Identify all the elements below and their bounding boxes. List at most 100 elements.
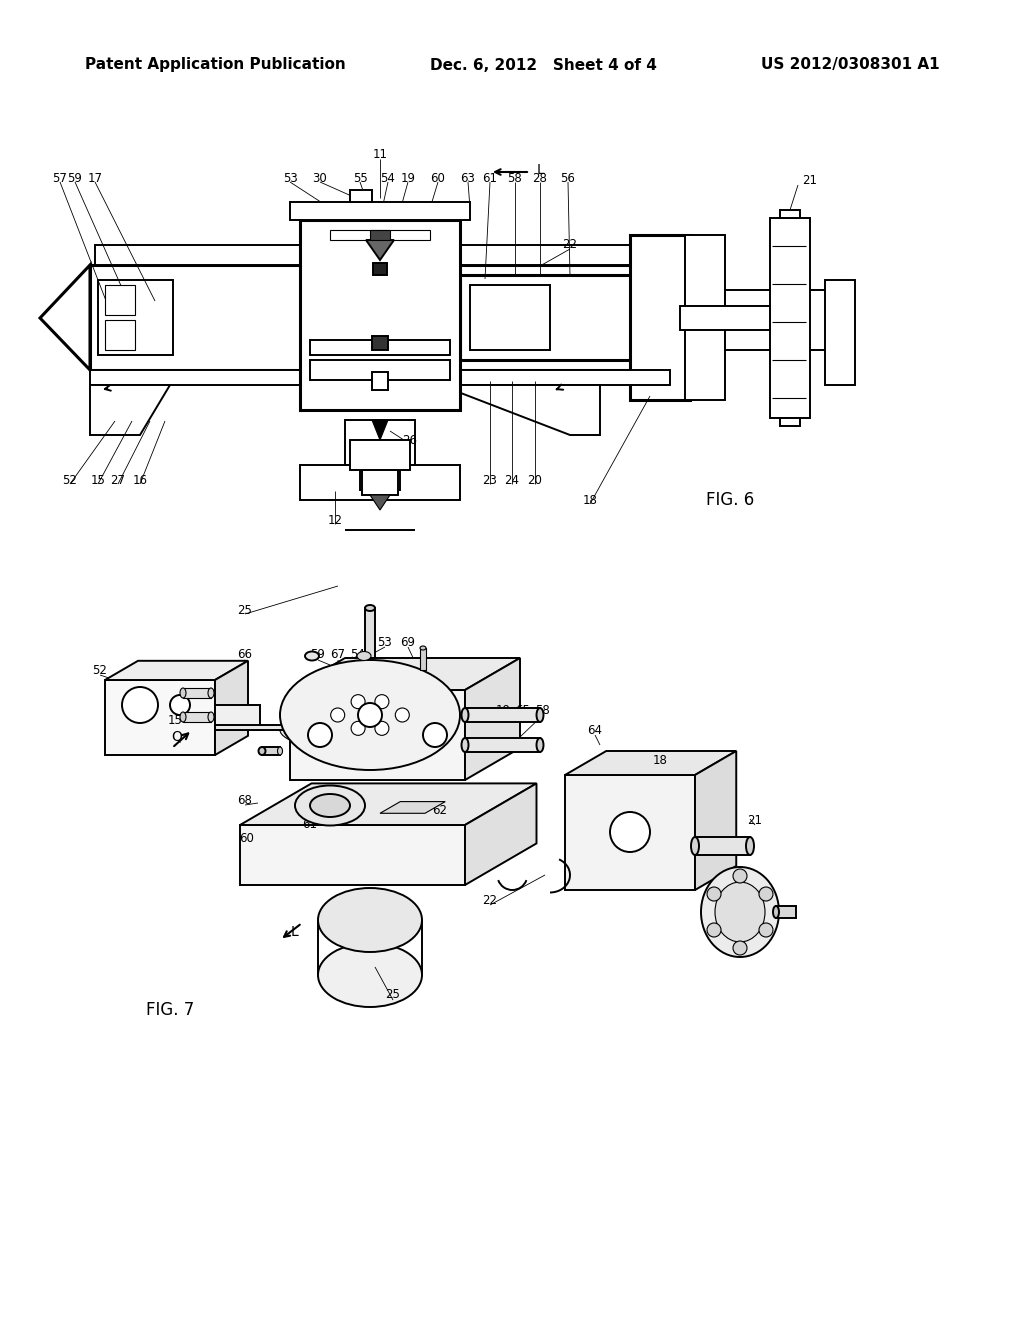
Text: 59: 59 [68, 172, 83, 185]
Polygon shape [370, 495, 390, 510]
Polygon shape [695, 751, 736, 890]
Text: 18: 18 [652, 754, 668, 767]
Ellipse shape [701, 867, 779, 957]
Text: 60: 60 [240, 832, 254, 845]
Bar [470, 285, 550, 350]
Ellipse shape [295, 785, 365, 825]
Ellipse shape [365, 605, 375, 611]
Ellipse shape [310, 795, 350, 817]
Text: 12: 12 [328, 513, 342, 527]
Circle shape [733, 941, 746, 954]
Circle shape [308, 723, 332, 747]
Bar [373, 263, 387, 275]
Bar [685, 235, 725, 400]
Text: 30: 30 [312, 172, 328, 185]
Text: 63: 63 [461, 172, 475, 185]
Ellipse shape [691, 837, 699, 855]
Circle shape [395, 708, 410, 722]
Text: 17: 17 [87, 172, 102, 185]
Polygon shape [465, 657, 520, 780]
Bar [465, 738, 540, 752]
Bar [630, 235, 690, 400]
Bar [460, 275, 640, 360]
Text: 18: 18 [583, 494, 597, 507]
Polygon shape [372, 420, 388, 440]
Bar [310, 341, 450, 355]
Bar [90, 370, 670, 385]
Circle shape [759, 887, 773, 902]
Ellipse shape [746, 837, 754, 855]
Text: 54: 54 [350, 648, 366, 661]
Ellipse shape [318, 888, 422, 952]
Polygon shape [105, 680, 215, 755]
Text: 61: 61 [302, 818, 317, 832]
Circle shape [759, 923, 773, 937]
Bar [183, 711, 211, 722]
Ellipse shape [420, 645, 426, 649]
Bar [465, 708, 540, 722]
Polygon shape [105, 661, 248, 680]
Bar [350, 440, 410, 470]
Text: 25: 25 [386, 989, 400, 1002]
Ellipse shape [305, 652, 319, 660]
Bar [330, 230, 430, 240]
Text: 64: 64 [588, 723, 602, 737]
Text: 28: 28 [532, 172, 548, 185]
Text: 61: 61 [482, 172, 498, 185]
Text: 62: 62 [432, 804, 447, 817]
Polygon shape [440, 385, 600, 436]
Bar [290, 202, 470, 220]
Text: 56: 56 [560, 172, 575, 185]
Text: Q: Q [172, 730, 182, 744]
Text: 21: 21 [748, 813, 763, 826]
Bar [105, 319, 135, 350]
Polygon shape [380, 801, 445, 813]
Circle shape [122, 686, 158, 723]
Bar [780, 210, 800, 218]
Bar [300, 465, 460, 500]
Polygon shape [366, 240, 394, 260]
Bar [370, 230, 390, 240]
Text: 69: 69 [400, 635, 416, 648]
Bar [95, 246, 655, 265]
Text: 15: 15 [168, 714, 182, 726]
Bar [372, 337, 388, 350]
Circle shape [610, 812, 650, 851]
Text: 19: 19 [400, 172, 416, 185]
Ellipse shape [773, 906, 779, 917]
Circle shape [707, 923, 721, 937]
Bar [215, 725, 293, 730]
Polygon shape [700, 308, 710, 327]
Polygon shape [290, 690, 465, 780]
Text: L: L [291, 925, 299, 939]
Polygon shape [290, 657, 520, 690]
Bar [825, 280, 855, 385]
Text: 22: 22 [482, 894, 498, 907]
Text: FIG. 7: FIG. 7 [145, 1001, 195, 1019]
Polygon shape [90, 385, 170, 436]
Bar [420, 648, 426, 671]
Text: 59: 59 [310, 648, 326, 661]
Ellipse shape [357, 652, 371, 660]
Text: FIG. 6: FIG. 6 [706, 491, 754, 510]
Text: 57: 57 [52, 172, 68, 185]
Bar [780, 418, 800, 426]
Text: 22: 22 [562, 239, 578, 252]
Ellipse shape [208, 711, 214, 722]
Text: 52: 52 [62, 474, 78, 487]
Circle shape [358, 704, 382, 727]
Circle shape [707, 887, 721, 902]
Bar [365, 609, 375, 657]
Circle shape [375, 694, 389, 709]
Ellipse shape [180, 711, 186, 722]
Ellipse shape [258, 747, 265, 755]
Text: 20: 20 [527, 474, 543, 487]
Text: 67: 67 [331, 648, 345, 661]
Text: 19: 19 [496, 704, 511, 717]
Bar [725, 290, 835, 350]
Ellipse shape [180, 688, 186, 698]
Circle shape [331, 708, 345, 722]
Text: 58: 58 [508, 172, 522, 185]
Circle shape [733, 869, 746, 883]
Ellipse shape [280, 660, 460, 770]
